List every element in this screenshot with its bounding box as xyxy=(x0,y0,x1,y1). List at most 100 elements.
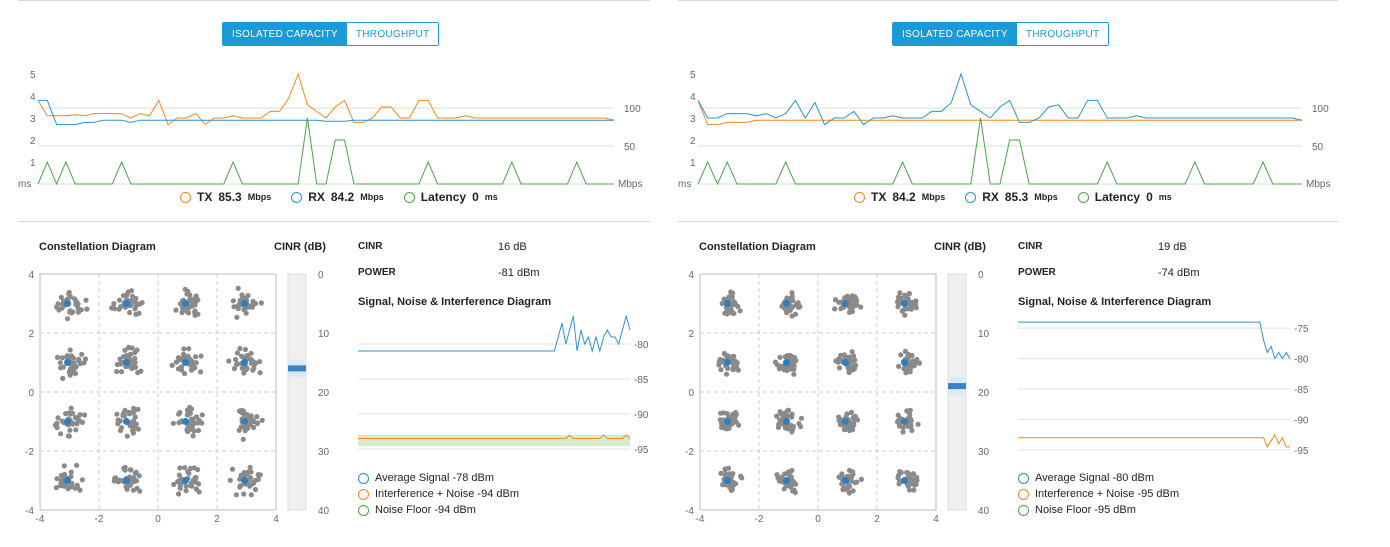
sni-axis-tick: -95 xyxy=(634,445,649,456)
y-axis-tick: -2 xyxy=(25,447,34,458)
constellation-point xyxy=(726,294,732,300)
constellation-ideal-point xyxy=(842,418,849,425)
x-axis-tick: 0 xyxy=(155,514,161,525)
constellation-point xyxy=(191,428,197,434)
constellation-ideal-point xyxy=(842,359,849,366)
constellation-point xyxy=(786,472,793,478)
sni-legend-signal[interactable]: Average Signal -78 dBm xyxy=(358,470,519,486)
constellation-point xyxy=(252,486,259,493)
constellation-point xyxy=(858,476,864,482)
radio-panel-right: ISOLATED CAPACITY THROUGHPUT 5 4 3 2 1 ms 100 5… xyxy=(678,0,1338,547)
constellation-point xyxy=(192,309,198,315)
sni-axis-tick: -85 xyxy=(1294,385,1309,396)
constellation-point xyxy=(181,346,187,352)
constellation-point xyxy=(188,406,195,412)
x-axis-tick: 4 xyxy=(933,514,939,525)
y-axis-tick: -4 xyxy=(685,506,694,517)
constellation-point xyxy=(67,484,73,490)
constellation-ideal-point xyxy=(842,477,849,484)
legend-rx[interactable]: RX 85.3 Mbps xyxy=(965,190,1058,204)
constellation-point xyxy=(231,304,237,310)
constellation-point xyxy=(843,354,849,360)
constellation-point xyxy=(853,295,859,302)
legend-tx[interactable]: TX 85.3 Mbps xyxy=(180,190,271,204)
constellation-point xyxy=(116,306,122,312)
constellation-point xyxy=(67,347,73,353)
constellation-point xyxy=(77,412,83,418)
legend-latency[interactable]: Latency 0 ms xyxy=(1077,190,1172,204)
constellation-diagram: 4 2 0 -2 -4-4 -2 0 2 4 xyxy=(25,270,279,525)
constellation-point xyxy=(74,462,80,468)
sni-legend-interference[interactable]: Interference + Noise -95 dBm xyxy=(1018,486,1179,502)
tab-throughput[interactable]: THROUGHPUT xyxy=(1016,23,1109,45)
tab-isolated-capacity[interactable]: ISOLATED CAPACITY xyxy=(223,23,347,45)
constellation-point xyxy=(248,492,254,498)
constellation-point xyxy=(734,360,740,366)
constellation-point xyxy=(193,474,199,481)
constellation-point xyxy=(193,298,199,304)
legend-rx[interactable]: RX 84.2 Mbps xyxy=(291,190,384,204)
constellation-point xyxy=(237,345,243,352)
constellation-point xyxy=(243,310,249,316)
cinr-tick: 0 xyxy=(318,270,324,281)
constellation-point xyxy=(789,467,795,474)
constellation-point xyxy=(774,413,780,419)
constellation-ideal-point xyxy=(783,300,790,307)
constellation-point xyxy=(858,304,864,310)
constellation-point xyxy=(846,369,852,376)
sni-axis-tick: -85 xyxy=(634,375,649,386)
constellation-point xyxy=(118,369,125,375)
constellation-point xyxy=(837,418,844,424)
radio-panel-left: ISOLATED CAPACITY THROUGHPUT 5 4 3 2 1 ms 100 5… xyxy=(18,0,658,547)
constellation-point xyxy=(132,414,138,420)
constellation-point xyxy=(724,371,730,377)
constellation-point xyxy=(795,300,801,306)
y-axis-tick: 2 xyxy=(688,329,694,340)
cinr-value: 16 dB xyxy=(498,241,527,253)
legend-tx[interactable]: TX 84.2 Mbps xyxy=(854,190,945,204)
constellation-point xyxy=(76,358,82,364)
signal-line xyxy=(358,314,631,353)
constellation-point xyxy=(175,366,181,372)
rx-ring-icon xyxy=(291,191,303,203)
constellation-ideal-point xyxy=(64,359,71,366)
constellation-point xyxy=(896,296,902,302)
constellation-point xyxy=(194,420,200,426)
tab-isolated-capacity[interactable]: ISOLATED CAPACITY xyxy=(893,23,1017,45)
constellation-point xyxy=(900,429,906,435)
throughput-chart: 5 4 3 2 1 ms 100 50 Mbps xyxy=(678,70,1330,190)
constellation-point xyxy=(227,477,233,483)
sni-legend: Average Signal -78 dBm Interference + No… xyxy=(358,470,519,518)
sni-legend: Average Signal -80 dBm Interference + No… xyxy=(1018,470,1179,518)
sni-legend-noise-floor[interactable]: Noise Floor -95 dBm xyxy=(1018,502,1179,518)
constellation-point xyxy=(177,485,183,491)
left-axis-tick: 4 xyxy=(690,92,696,103)
constellation-point xyxy=(896,363,902,369)
sni-legend-signal[interactable]: Average Signal -80 dBm xyxy=(1018,470,1179,486)
constellation-point xyxy=(189,297,195,303)
constellation-point xyxy=(63,354,69,360)
sni-axis-tick: -80 xyxy=(634,340,649,351)
tab-throughput[interactable]: THROUGHPUT xyxy=(346,23,439,45)
constellation-ideal-point xyxy=(783,477,790,484)
x-axis-tick: -2 xyxy=(95,514,104,525)
constellation-point xyxy=(74,482,80,488)
constellation-point xyxy=(718,470,724,476)
constellation-point xyxy=(720,423,726,429)
constellation-point xyxy=(65,433,72,439)
constellation-point xyxy=(233,492,239,498)
constellation-point xyxy=(127,352,133,358)
sni-legend-interference[interactable]: Interference + Noise -94 dBm xyxy=(358,486,519,502)
constellation-point xyxy=(798,424,804,430)
constellation-point xyxy=(785,426,791,432)
legend-latency[interactable]: Latency 0 ms xyxy=(403,190,498,204)
constellation-point xyxy=(895,304,901,310)
sni-legend-noise-floor[interactable]: Noise Floor -94 dBm xyxy=(358,502,519,518)
constellation-point xyxy=(833,358,839,364)
constellation-ideal-point xyxy=(123,300,130,307)
constellation-ideal-point xyxy=(241,300,248,307)
constellation-point xyxy=(784,408,790,414)
constellation-point xyxy=(198,353,204,359)
constellation-ideal-point xyxy=(901,477,908,484)
constellation-point xyxy=(139,300,145,306)
